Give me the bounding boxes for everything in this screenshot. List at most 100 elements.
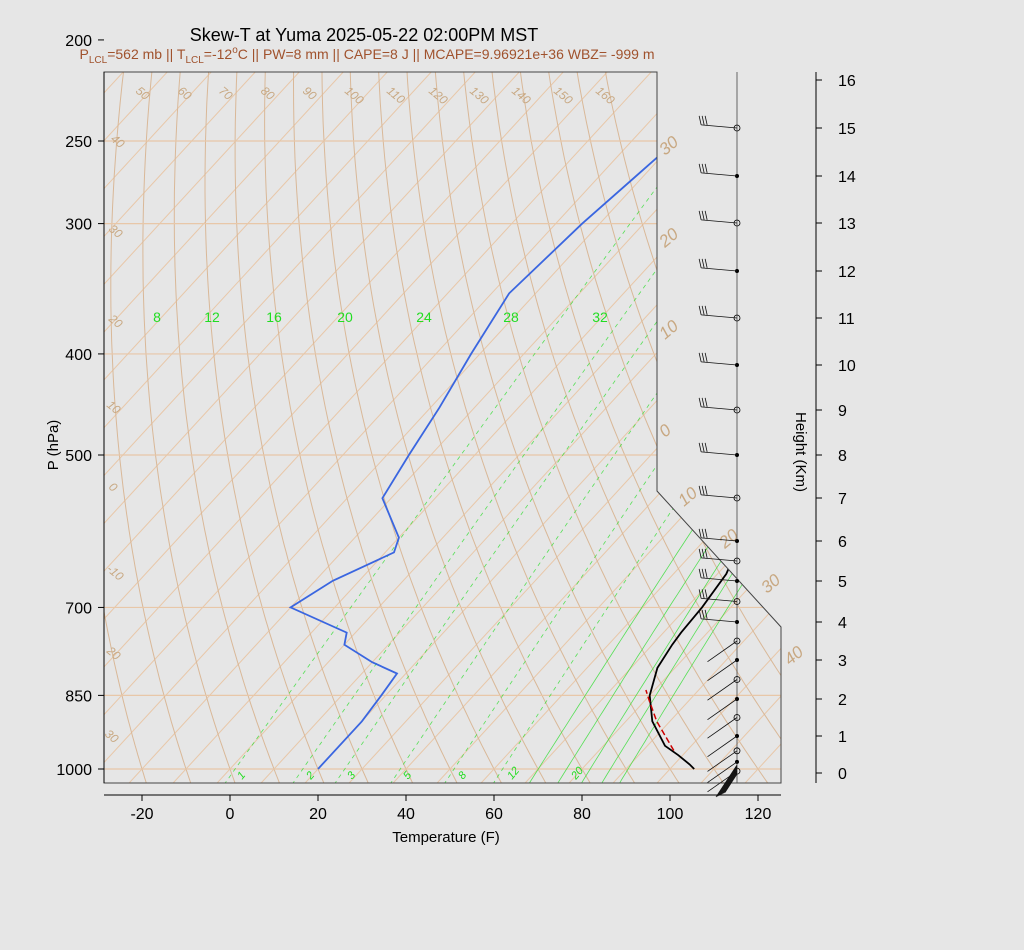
wind-barb-flag — [704, 485, 708, 495]
isotherm-label: 70 — [216, 84, 235, 104]
isotherm-label: 20 — [103, 643, 123, 663]
x-axis-label: Temperature (F) — [392, 829, 500, 846]
wind-barb-flag — [701, 528, 705, 538]
wind-barb-flag — [704, 210, 708, 220]
isotherm-line — [561, 72, 781, 783]
wind-barb — [707, 659, 738, 681]
height-tick-label: 7 — [838, 491, 847, 508]
wind-barb-flag — [704, 305, 708, 315]
y-tick-label: 400 — [65, 347, 92, 364]
isotherm-label: 80 — [258, 84, 277, 104]
height-tick-label: 1 — [838, 729, 847, 746]
isotherm-lines — [104, 0, 1024, 791]
wind-barb-flag — [701, 258, 705, 268]
y-tick-label: 250 — [65, 134, 92, 151]
wind-barb — [701, 577, 738, 582]
dry-adiabat-line — [505, 72, 781, 783]
wind-barb — [701, 537, 738, 542]
wind-barb-flag — [698, 609, 702, 619]
x-tick-label: 120 — [745, 806, 772, 823]
isotherm-line — [914, 0, 1024, 791]
y-tick-label: 300 — [65, 217, 92, 234]
wind-barb-flag — [698, 548, 702, 558]
wind-barb — [701, 172, 738, 177]
wind-barb — [701, 361, 738, 366]
wind-barb — [717, 766, 738, 797]
y-tick-label: 500 — [65, 448, 92, 465]
isotherm-label: 30 — [102, 727, 121, 747]
height-tick-label: 11 — [838, 311, 855, 328]
mixing-ratio-line — [219, 102, 720, 783]
mixing-ratio-line — [614, 102, 781, 783]
x-tick-label: 60 — [485, 806, 503, 823]
isotherm-line — [104, 72, 618, 783]
isotherm-label: 150 — [551, 84, 576, 108]
isotherm-line — [104, 72, 781, 783]
isotherm-label: 160 — [593, 84, 618, 108]
dry-adiabat-line — [403, 72, 641, 783]
mixing-ratio-label: 28 — [503, 309, 519, 325]
wind-barb — [707, 679, 738, 701]
wind-barb-flag — [698, 163, 702, 173]
wind-barb — [716, 765, 738, 797]
mixing-ratio-label: 24 — [416, 309, 432, 325]
mixing-ratio-line — [576, 102, 781, 783]
height-tick-label: 16 — [838, 73, 856, 90]
isotherm-label: 20 — [105, 311, 125, 331]
wind-barb-flag — [704, 568, 708, 578]
x-tick-label: 0 — [226, 806, 235, 823]
wind-barb-flag — [701, 305, 705, 315]
x-tick-label: 40 — [397, 806, 415, 823]
isotherm-label: -10 — [104, 562, 127, 584]
isotherm-labels: 50 60 70 80 90 100 110 120 130 140 150 160302010010… — [102, 84, 807, 747]
wind-barb-flag — [701, 352, 705, 362]
wind-barb-flag — [704, 115, 708, 125]
isotherm-line — [165, 72, 781, 783]
dry-adiabat-line — [578, 72, 781, 783]
dry-adiabat-line — [204, 72, 328, 783]
isotherm-line — [429, 72, 781, 783]
mixing-ratio-label: 20 — [337, 309, 353, 325]
wind-barb — [719, 768, 738, 796]
wind-barb — [707, 761, 738, 783]
y-tick-label: 200 — [65, 33, 92, 50]
plot-frame — [103, 71, 782, 784]
plot-area — [104, 0, 1024, 791]
chart-subtitle: PLCL=562 mb || TLCL=-12oC || PW=8 mm || … — [80, 45, 655, 66]
y-tick-label: 1000 — [56, 762, 92, 779]
wind-barb-flag — [704, 258, 708, 268]
height-tick-label: 6 — [838, 534, 847, 551]
wind-barb-flag — [698, 115, 702, 125]
dewpoint-line — [288, 72, 781, 770]
wind-barb — [701, 267, 738, 272]
wind-barb-flag — [704, 163, 708, 173]
isotherm-line — [473, 72, 781, 783]
dry-adiabat-line — [264, 72, 417, 783]
height-tick-label: 9 — [838, 403, 847, 420]
wind-barb — [701, 597, 738, 602]
wind-barb — [707, 698, 738, 720]
y-axis: 1001502002503004005007008501000 — [56, 33, 105, 783]
wind-barb — [701, 557, 738, 562]
isotherm-line — [104, 72, 750, 783]
dry-adiabat-line — [104, 72, 147, 783]
dry-adiabat-line — [110, 72, 194, 783]
isotherm-line — [104, 72, 781, 783]
x-tick-label: 20 — [309, 806, 327, 823]
wind-barb — [722, 771, 738, 794]
dry-adiabat-line — [234, 72, 373, 783]
wind-barb — [707, 717, 738, 739]
wind-barb-flag — [701, 442, 705, 452]
isotherm-line — [826, 0, 1024, 791]
isotherm-label: 10 — [674, 483, 701, 510]
height-tick-label: 8 — [838, 448, 847, 465]
wind-barb — [707, 750, 738, 772]
mixing-ratio-line — [329, 102, 781, 783]
wind-barb — [718, 767, 738, 796]
wind-barb-flag — [701, 609, 705, 619]
isotherm-label: 110 — [384, 84, 408, 107]
dry-adiabat-line — [104, 72, 124, 783]
isotherm-line — [104, 72, 706, 783]
isotherm-line — [253, 72, 781, 783]
isobar-lines — [104, 140, 781, 770]
